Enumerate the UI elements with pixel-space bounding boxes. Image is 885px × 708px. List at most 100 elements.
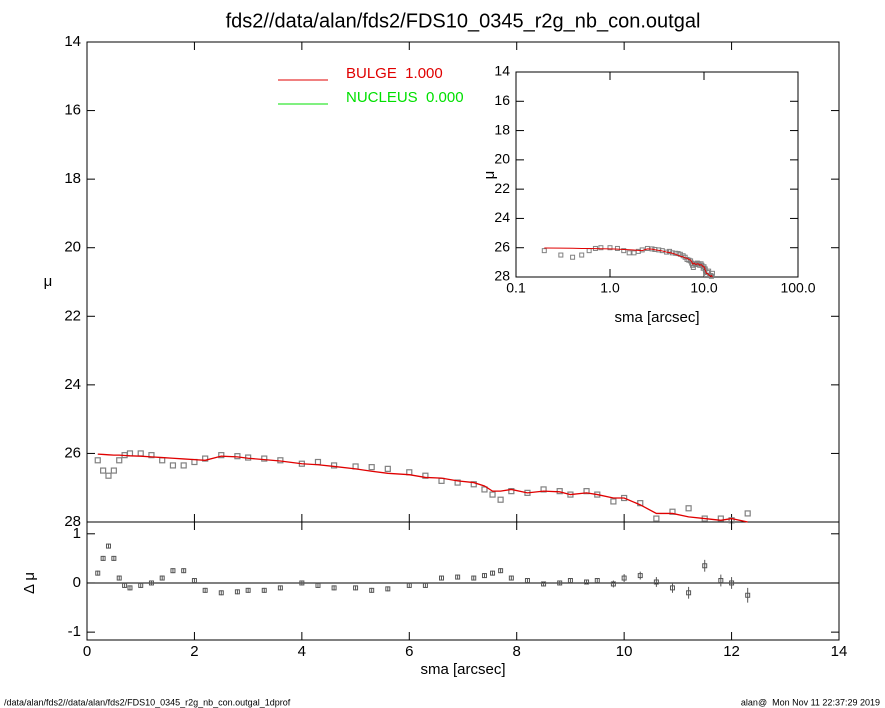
residual-point: [702, 563, 708, 569]
y-tick-label: 16: [494, 92, 510, 108]
residual-point: [353, 585, 359, 591]
residual-point: [718, 578, 724, 584]
residual-point: [315, 582, 321, 588]
residual-point: [498, 568, 504, 574]
data-point: [610, 498, 617, 505]
data-point: [669, 508, 676, 515]
residual-point: [524, 578, 530, 584]
residual-point: [234, 589, 240, 595]
x-tick-label: 0: [83, 643, 91, 660]
data-point: [314, 458, 322, 466]
residual-point: [621, 575, 627, 581]
data-point: [653, 515, 660, 522]
y-tick-label: 1: [73, 525, 81, 542]
y-tick-label: 22: [494, 180, 510, 196]
data-point: [105, 472, 112, 479]
data-point: [497, 496, 504, 503]
inset-point: [708, 273, 714, 279]
y-tick-label: 22: [64, 307, 81, 324]
data-point: [180, 462, 187, 469]
inset-y-label: μ: [481, 171, 498, 180]
inset-point: [709, 270, 715, 276]
data-point: [218, 452, 225, 459]
y-tick-label: 20: [64, 239, 81, 256]
residual-point: [745, 592, 751, 598]
data-point: [422, 472, 429, 479]
inset-point: [644, 245, 650, 251]
y-tick-label: 26: [64, 444, 81, 461]
x-tick-label: 2: [190, 643, 198, 660]
y-tick-label: 14: [64, 33, 81, 50]
residual-frame: [86, 521, 840, 641]
footer-left: /data/alan/fds2//data/alan/fds2/FDS10_03…: [4, 697, 291, 707]
inset-point: [541, 248, 547, 254]
residual-point: [95, 570, 101, 576]
data-point: [137, 450, 144, 457]
residual-point: [116, 575, 122, 581]
inset-point: [614, 245, 620, 251]
data-point: [202, 455, 209, 462]
residual-point: [557, 580, 563, 586]
inset-point: [570, 254, 576, 260]
y-tick-label: 14: [494, 63, 510, 79]
residual-point: [481, 573, 487, 579]
residual-point: [637, 573, 643, 579]
residual-point: [471, 575, 477, 581]
data-point: [330, 462, 338, 469]
inset-point: [626, 250, 632, 256]
data-point: [100, 467, 107, 474]
x-tick-label: 8: [513, 643, 521, 660]
inset-point: [621, 248, 627, 254]
residual-point: [541, 581, 547, 587]
y-tick-label: 28: [64, 513, 81, 530]
residual-point: [191, 578, 197, 584]
data-point: [159, 457, 166, 464]
residual-point: [245, 587, 251, 593]
data-point: [94, 457, 101, 464]
y-tick-label: 24: [64, 376, 81, 393]
data-point: [169, 462, 177, 469]
chart-title: fds2//data/alan/fds2/FDS10_0345_r2g_nb_c…: [226, 10, 701, 32]
data-point: [583, 488, 590, 495]
residual-point: [122, 582, 128, 588]
residual-point: [610, 581, 616, 587]
x-tick-label: 10: [616, 643, 633, 660]
data-point: [717, 515, 724, 522]
data-point: [508, 488, 515, 495]
residual-point: [202, 587, 208, 593]
y-tick-label: 18: [494, 121, 510, 137]
residual-point: [567, 578, 573, 584]
data-point: [489, 491, 496, 498]
x-axis-label: sma [arcsec]: [420, 661, 505, 678]
x-tick-label: 6: [405, 643, 413, 660]
inset-point: [579, 252, 585, 258]
residual-point: [105, 543, 111, 549]
data-point: [110, 467, 117, 474]
x-tick-label: 100.0: [780, 280, 815, 296]
residual-y-label: Δ μ: [21, 572, 38, 594]
x-tick-label: 4: [298, 643, 306, 660]
x-tick-label: 10.0: [690, 280, 717, 296]
residual-point: [170, 568, 176, 574]
y-tick-label: 0: [73, 574, 81, 591]
residual-point: [594, 578, 600, 584]
residual-point: [111, 555, 117, 561]
data-point: [148, 452, 155, 459]
data-point: [481, 486, 488, 493]
y-tick-label: 18: [64, 170, 81, 187]
y-tick-label: 20: [494, 151, 510, 167]
data-point: [438, 477, 445, 484]
inset-point: [558, 252, 564, 258]
legend-label: NUCLEUS 0.000: [346, 89, 464, 106]
inset-model-line: [544, 247, 713, 278]
inset-point: [631, 250, 637, 256]
inset-point: [667, 248, 673, 254]
data-point: [261, 455, 268, 462]
residual-point: [100, 555, 106, 561]
legend-label: BULGE 1.000: [346, 65, 443, 82]
data-point: [744, 510, 751, 517]
inset-point: [607, 245, 613, 251]
y-axis-label: μ: [44, 273, 53, 290]
residual-point: [218, 590, 224, 596]
